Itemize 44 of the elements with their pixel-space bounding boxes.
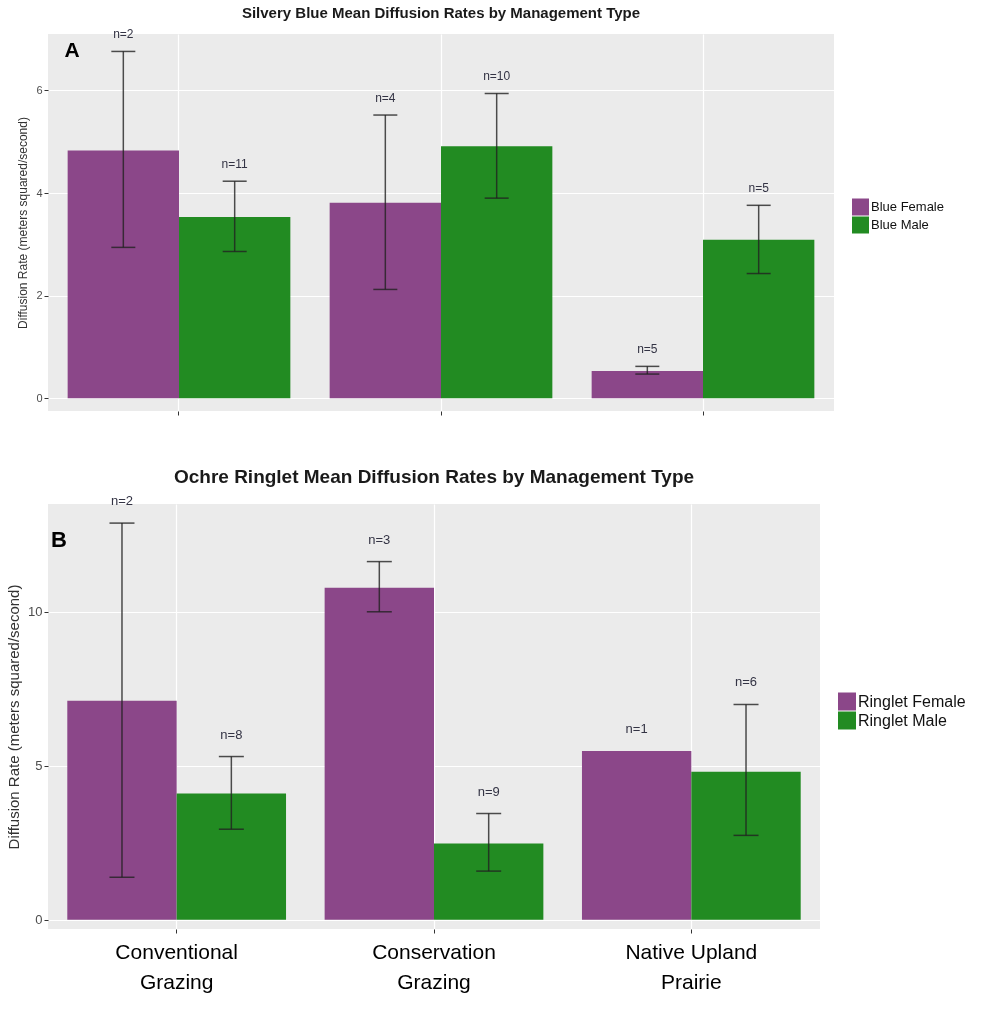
annotation: n=3 xyxy=(368,531,391,547)
y-axis-title: Diffusion Rate (meters squared/second) xyxy=(5,584,23,850)
x-tick-label: Conservation Grazing xyxy=(372,939,496,993)
annotation: n=4 xyxy=(375,91,396,106)
annotation: n=1 xyxy=(625,720,648,736)
chart-title: Ochre Ringlet Mean Diffusion Rates by Management Type xyxy=(173,466,695,488)
annotation: B xyxy=(51,527,67,552)
y-tick-label: 4 xyxy=(36,186,43,199)
annotation: n=10 xyxy=(483,69,511,84)
y-tick-label: 0 xyxy=(35,912,43,928)
bar xyxy=(176,793,287,920)
legend-label: Blue Male xyxy=(871,217,929,232)
bar xyxy=(67,700,177,920)
bar xyxy=(67,150,179,399)
bar xyxy=(703,239,815,399)
annotation: n=9 xyxy=(477,783,500,799)
y-tick-label: 10 xyxy=(28,604,43,620)
chart-title: Silvery Blue Mean Diffusion Rates by Management Type xyxy=(241,4,641,22)
y-tick-label: 6 xyxy=(36,83,43,96)
annotation: A xyxy=(64,38,80,61)
annotation: n=2 xyxy=(110,493,134,509)
x-tick-label: Native Upland Prairie xyxy=(625,939,758,993)
x-tick-label: Conventional Grazing xyxy=(115,939,238,993)
legend-label: Blue Female xyxy=(871,199,944,214)
bar xyxy=(591,370,703,399)
bar xyxy=(329,202,441,399)
bar xyxy=(434,843,544,920)
legend-label: Ringlet Male xyxy=(858,711,948,729)
bar xyxy=(324,587,434,920)
bar xyxy=(179,217,291,399)
annotation: n=11 xyxy=(221,157,249,172)
annotation: n=5 xyxy=(637,342,658,357)
legend-label: Ringlet Female xyxy=(858,692,966,710)
annotation: n=6 xyxy=(734,674,758,690)
y-tick-label: 0 xyxy=(36,391,43,404)
annotation: n=2 xyxy=(113,27,134,42)
y-tick-label: 5 xyxy=(35,758,43,774)
bar xyxy=(441,146,553,399)
bar xyxy=(581,750,692,920)
annotation: n=8 xyxy=(220,726,243,742)
bar xyxy=(691,771,801,920)
y-axis-title: Diffusion Rate (meters squared/second) xyxy=(16,117,31,329)
y-tick-label: 2 xyxy=(36,289,43,302)
annotation: n=5 xyxy=(748,181,770,196)
